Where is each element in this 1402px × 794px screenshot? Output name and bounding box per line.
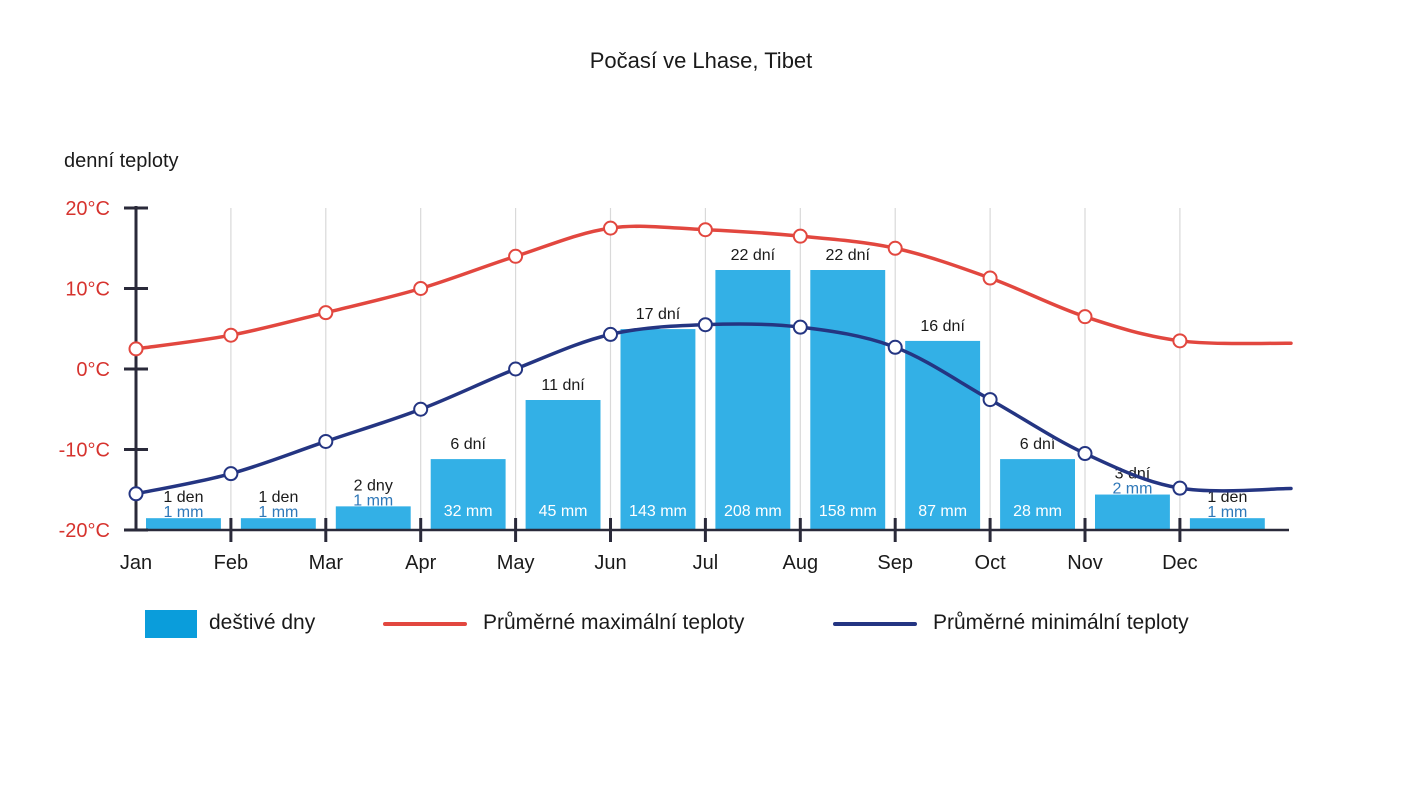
rain-bar xyxy=(240,518,316,530)
rain-bar xyxy=(715,270,791,530)
max-temp-point xyxy=(1077,309,1093,325)
max-temp-point xyxy=(223,327,239,343)
x-tick-label: Jan xyxy=(120,552,152,574)
rain-days-label: 11 dní xyxy=(541,377,585,394)
precipitation-label: 2 mm xyxy=(1112,481,1152,498)
precipitation-label: 28 mm xyxy=(1013,503,1062,520)
x-tick-label: May xyxy=(497,552,535,574)
rain-bar xyxy=(146,518,221,530)
max-temp-line xyxy=(134,224,1293,351)
min-temp-point xyxy=(318,433,334,449)
x-tick-label: Apr xyxy=(405,552,436,574)
legend-label-min-temp: Průměrné minimální teploty xyxy=(933,611,1189,634)
min-temp-point xyxy=(1172,480,1188,496)
max-temp-point xyxy=(887,240,903,256)
rain-days-label: 1 den xyxy=(258,489,298,506)
rain-bar xyxy=(430,459,506,530)
rain-days-label: 6 dní xyxy=(1020,436,1056,453)
x-tick-label: Nov xyxy=(1067,552,1103,574)
rain-days-label: 17 dní xyxy=(636,306,681,323)
chart-title: Počasí ve Lhase, Tibet xyxy=(589,48,813,73)
rain-bar xyxy=(620,329,696,530)
y-tick-label: 20°C xyxy=(65,198,110,220)
x-tick-label: Dec xyxy=(1162,552,1198,574)
x-tick-label: Jul xyxy=(693,552,719,574)
legend-swatch-min-temp xyxy=(833,622,917,626)
max-temp-point xyxy=(1172,333,1188,349)
legend-swatch-max-temp xyxy=(383,622,467,626)
precipitation-label: 32 mm xyxy=(444,503,493,520)
y-tick-label: -10°C xyxy=(59,440,110,462)
legend-label-rain-days: deštivé dny xyxy=(209,611,316,634)
precipitation-label: 208 mm xyxy=(724,503,782,520)
x-tick-label: Mar xyxy=(309,552,344,574)
min-temp-point xyxy=(413,401,429,417)
max-temp-point xyxy=(413,281,429,296)
max-temp-point xyxy=(982,270,998,286)
min-temp-point xyxy=(887,339,903,355)
x-tick-label: Feb xyxy=(214,552,248,574)
rain-days-label: 6 dní xyxy=(450,436,486,453)
x-tick-label: Jun xyxy=(594,552,626,574)
rain-bar xyxy=(1000,459,1075,530)
rain-bar xyxy=(335,506,411,530)
precipitation-label: 87 mm xyxy=(918,503,967,520)
legend-label-max-temp: Průměrné maximální teploty xyxy=(483,611,745,634)
max-temp-point xyxy=(697,222,713,238)
min-temp-point xyxy=(982,392,998,408)
precipitation-label: 1 mm xyxy=(353,492,393,509)
min-temp-point xyxy=(603,326,618,342)
min-temp-point xyxy=(792,319,808,335)
rain-days-label: 16 dní xyxy=(920,318,965,335)
rain-bar xyxy=(1189,518,1265,530)
y-tick-label: 0°C xyxy=(76,359,110,381)
max-temp-point xyxy=(128,341,144,357)
rain-days-label: 22 dní xyxy=(826,247,871,264)
max-temp-point xyxy=(318,305,334,321)
min-temp-point xyxy=(697,317,713,333)
rain-days-label: 1 den xyxy=(1207,489,1247,506)
min-temp-point xyxy=(1077,446,1093,462)
min-temp-point xyxy=(508,361,524,377)
max-temp-point xyxy=(603,220,618,236)
precipitation-label: 143 mm xyxy=(629,503,687,520)
x-tick-label: Sep xyxy=(877,552,913,574)
max-temp-point xyxy=(792,228,808,244)
min-temp-point xyxy=(128,486,144,502)
precipitation-label: 45 mm xyxy=(539,503,588,520)
precipitation-label: 1 mm xyxy=(1207,504,1247,521)
legend-swatch-rain-days xyxy=(145,610,197,638)
rain-bar xyxy=(525,400,601,530)
min-temp-line xyxy=(134,322,1293,496)
rain-days-label: 2 dny xyxy=(354,477,393,494)
y-axis-title: denní teploty xyxy=(64,150,179,172)
rain-bar xyxy=(810,270,886,530)
precipitation-label: 158 mm xyxy=(819,503,877,520)
precipitation-label: 1 mm xyxy=(163,504,203,521)
precipitation-label: 1 mm xyxy=(258,504,298,521)
rain-days-label: 22 dní xyxy=(731,247,776,264)
max-temp-point xyxy=(508,248,524,264)
min-temp-point xyxy=(223,466,239,482)
y-tick-label: 10°C xyxy=(65,279,110,301)
x-tick-label: Oct xyxy=(975,552,1007,574)
x-tick-label: Aug xyxy=(783,552,819,574)
rain-days-label: 1 den xyxy=(163,489,203,506)
y-tick-label: -20°C xyxy=(59,520,110,542)
rain-bar xyxy=(1095,494,1170,530)
rain-bar xyxy=(905,340,981,530)
